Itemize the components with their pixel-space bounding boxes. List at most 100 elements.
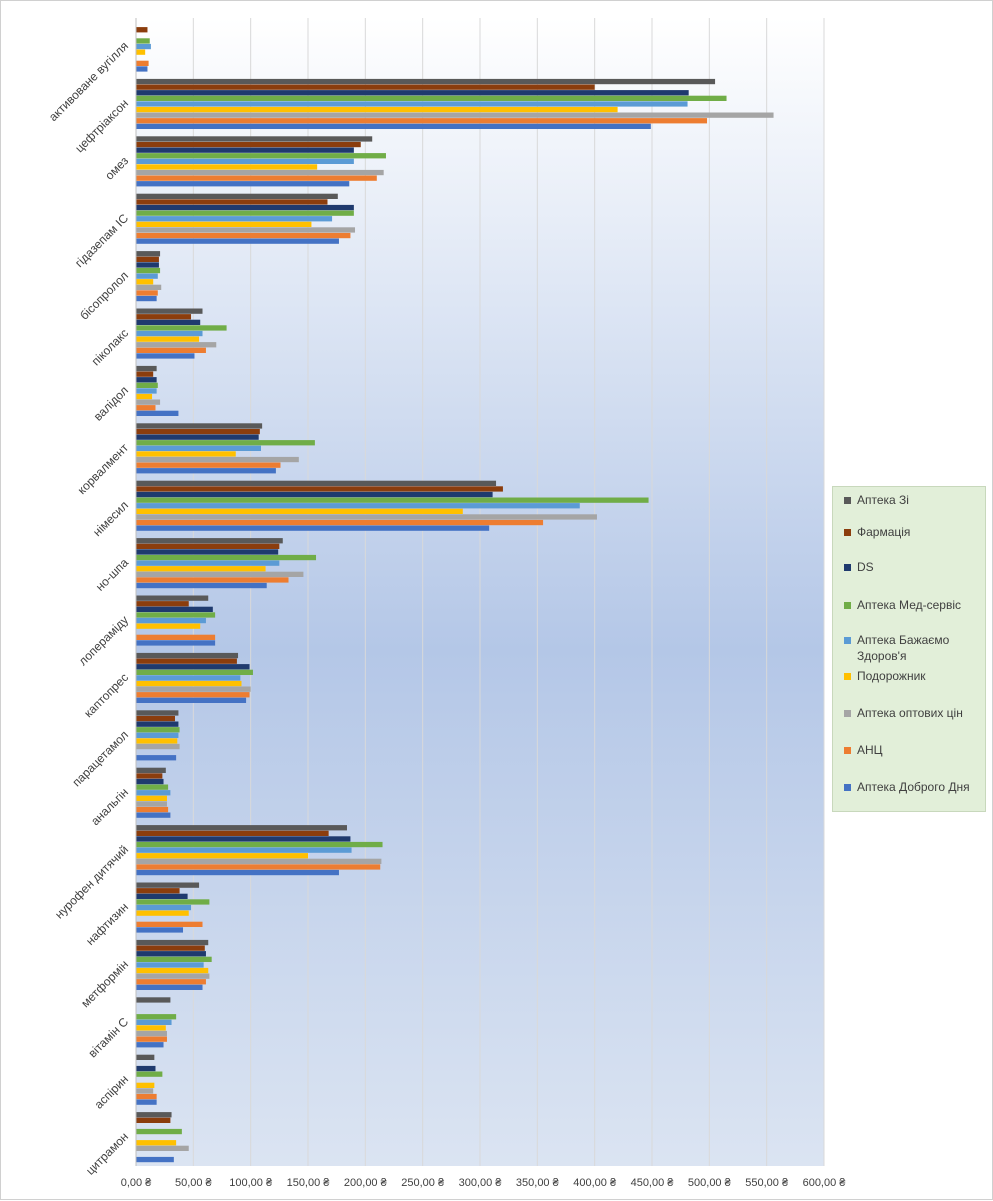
x-tick-label: 300,00 ₴ bbox=[459, 1177, 503, 1189]
legend-label: Фармація bbox=[857, 525, 911, 539]
bar bbox=[136, 227, 356, 233]
bar bbox=[136, 136, 373, 142]
bar bbox=[136, 577, 289, 583]
bar bbox=[136, 893, 188, 899]
bar bbox=[136, 216, 333, 222]
bar bbox=[136, 738, 178, 744]
bar bbox=[136, 566, 266, 572]
bar bbox=[136, 1025, 166, 1031]
bar bbox=[136, 175, 377, 181]
bar bbox=[136, 66, 148, 72]
bar bbox=[136, 973, 210, 979]
bar bbox=[136, 284, 162, 290]
category-label: піколакс bbox=[89, 326, 131, 368]
bar bbox=[136, 858, 382, 864]
bar bbox=[136, 680, 242, 687]
legend-swatch bbox=[844, 497, 851, 504]
category-label: анальгін bbox=[88, 785, 131, 828]
bar bbox=[136, 27, 148, 33]
bar bbox=[136, 112, 774, 118]
bar bbox=[136, 997, 171, 1003]
bar bbox=[136, 497, 649, 503]
x-tick-label: 250,00 ₴ bbox=[401, 1177, 445, 1189]
bar bbox=[136, 428, 260, 435]
bar bbox=[136, 169, 384, 176]
x-tick-label: 600,00 ₴ bbox=[803, 1177, 847, 1189]
bar bbox=[136, 221, 312, 227]
bar bbox=[136, 290, 158, 296]
bar bbox=[136, 869, 339, 876]
bar bbox=[136, 882, 200, 888]
legend-swatch bbox=[844, 564, 851, 571]
bar bbox=[136, 60, 149, 66]
bar bbox=[136, 158, 354, 164]
x-tick-label: 50,00 ₴ bbox=[175, 1177, 213, 1189]
bar bbox=[136, 601, 189, 607]
bar bbox=[136, 38, 150, 44]
legend-swatch bbox=[844, 602, 851, 609]
bar bbox=[136, 664, 250, 670]
legend-item: Аптека Бажаємо Здоров'я bbox=[844, 632, 984, 664]
bar bbox=[136, 440, 315, 446]
bar bbox=[136, 1019, 172, 1025]
x-tick-label: 150,00 ₴ bbox=[287, 1177, 331, 1189]
x-tick-label: 500,00 ₴ bbox=[688, 1177, 732, 1189]
bar bbox=[136, 606, 213, 612]
bar bbox=[136, 503, 580, 509]
bar bbox=[136, 451, 236, 457]
bar bbox=[136, 853, 308, 859]
legend-item: Подорожник bbox=[844, 668, 984, 684]
bar bbox=[136, 519, 544, 526]
bar bbox=[136, 423, 263, 429]
bar bbox=[136, 273, 158, 279]
bar bbox=[136, 951, 206, 957]
bars bbox=[136, 27, 774, 1163]
bar bbox=[136, 164, 318, 170]
category-label: бісопролол bbox=[77, 269, 131, 323]
legend-label: Подорожник bbox=[857, 669, 926, 683]
legend-item: Фармація bbox=[844, 524, 984, 540]
bar bbox=[136, 251, 161, 257]
legend-swatch bbox=[844, 784, 851, 791]
legend-label: АНЦ bbox=[857, 743, 883, 757]
bar bbox=[136, 393, 153, 400]
bar bbox=[136, 1093, 157, 1100]
bar bbox=[136, 232, 351, 239]
y-axis-categories: активоване вугілляцефтріаксономезгідазеп… bbox=[46, 39, 131, 1178]
bar bbox=[136, 1071, 163, 1077]
x-tick-label: 0,00 ₴ bbox=[121, 1177, 152, 1189]
legend-swatch bbox=[844, 673, 851, 680]
bar bbox=[136, 795, 167, 801]
legend-label: Аптека оптових цін bbox=[857, 706, 963, 720]
category-label: метформін bbox=[78, 957, 131, 1010]
bar bbox=[136, 371, 154, 377]
bar bbox=[136, 1099, 157, 1105]
bar bbox=[136, 106, 618, 113]
bar bbox=[136, 841, 383, 848]
bar bbox=[136, 388, 157, 394]
bar bbox=[136, 743, 180, 750]
legend-item: Аптека Доброго Дня bbox=[844, 779, 984, 795]
bar bbox=[136, 921, 203, 927]
bar bbox=[136, 640, 216, 646]
bar bbox=[136, 141, 361, 148]
bar bbox=[136, 967, 209, 974]
bar bbox=[136, 1042, 164, 1048]
legend-item: DS bbox=[844, 559, 984, 575]
legend-label: Аптека Мед-сервіс bbox=[857, 598, 961, 612]
legend-item: АНЦ bbox=[844, 742, 984, 758]
bar bbox=[136, 101, 688, 107]
bar bbox=[136, 864, 381, 870]
category-label: каптопрес bbox=[81, 670, 131, 720]
x-axis-ticks: 0,00 ₴ 50,00 ₴ 100,00 ₴ 150,00 ₴ 200,00 ₴ 250… bbox=[121, 1177, 847, 1189]
bar bbox=[136, 1128, 182, 1135]
bar bbox=[136, 365, 157, 372]
bar bbox=[136, 308, 203, 314]
bar bbox=[136, 410, 179, 416]
bar bbox=[136, 686, 251, 692]
bar bbox=[136, 549, 279, 555]
category-label: корвалмент bbox=[75, 440, 132, 497]
bar bbox=[136, 904, 192, 911]
